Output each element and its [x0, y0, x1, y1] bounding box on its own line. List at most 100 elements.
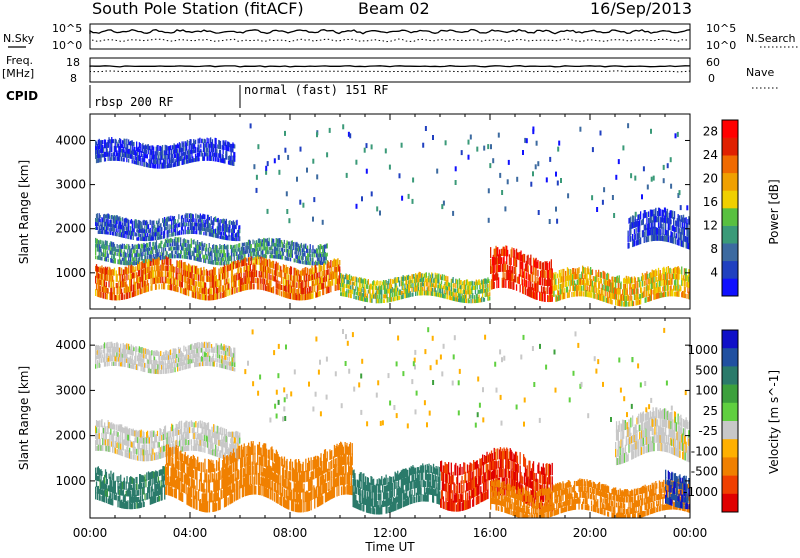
- range-time-cell: [371, 144, 373, 149]
- range-time-cell: [268, 250, 269, 254]
- range-time-cell: [139, 262, 140, 270]
- range-time-cell: [130, 292, 131, 298]
- range-time-cell: [591, 293, 592, 298]
- range-time-cell: [629, 300, 630, 306]
- range-time-cell: [168, 224, 169, 229]
- range-time-cell: [95, 251, 96, 256]
- range-time-cell: [124, 294, 125, 299]
- range-time-cell: [236, 225, 237, 229]
- range-time-cell: [494, 264, 495, 273]
- range-time-cell: [468, 155, 470, 160]
- range-time-cell: [167, 251, 168, 255]
- range-time-cell: [243, 247, 244, 250]
- range-time-cell: [367, 294, 368, 298]
- range-time-cell: [490, 144, 492, 149]
- range-time-cell: [653, 276, 654, 282]
- range-time-cell: [650, 129, 652, 134]
- range-time-cell: [177, 280, 178, 286]
- range-time-cell: [619, 275, 620, 283]
- range-time-cell: [269, 238, 270, 243]
- range-time-cell: [674, 211, 675, 219]
- range-time-cell: [159, 284, 160, 289]
- range-time-cell: [557, 274, 558, 279]
- range-time-cell: [135, 266, 136, 271]
- range-time-cell: [422, 143, 424, 148]
- range-time-cell: [647, 185, 649, 190]
- range-time-cell: [220, 141, 221, 145]
- range-time-cell: [498, 277, 499, 288]
- range-time-cell: [236, 220, 237, 226]
- range-time-cell: [587, 287, 588, 292]
- range-time-cell: [173, 158, 174, 163]
- range-time-cell: [535, 164, 537, 169]
- range-time-cell: [654, 282, 655, 288]
- range-time-cell: [201, 231, 202, 235]
- range-time-cell: [555, 272, 556, 279]
- range-time-cell: [441, 280, 442, 284]
- range-time-cell: [155, 164, 156, 169]
- range-time-cell: [500, 263, 501, 272]
- range-time-cell: [540, 261, 541, 269]
- range-time-cell: [231, 257, 232, 261]
- range-time-cell: [267, 260, 268, 267]
- range-time-cell: [532, 171, 534, 176]
- range-time-cell: [161, 236, 162, 239]
- range-time-cell: [522, 279, 523, 285]
- range-time-cell: [549, 157, 551, 162]
- range-time-cell: [365, 279, 366, 284]
- range-time-cell: [181, 288, 182, 294]
- range-time-cell: [200, 294, 201, 300]
- y-tick-label: 2000: [55, 222, 86, 236]
- range-time-cell: [239, 262, 240, 267]
- range-time-cell: [232, 269, 233, 276]
- range-time-cell: [656, 271, 657, 277]
- range-time-cell: [264, 279, 265, 285]
- range-time-cell: [470, 295, 471, 299]
- range-time-cell: [211, 216, 212, 221]
- range-time-cell: [239, 243, 240, 247]
- range-time-cell: [235, 248, 236, 252]
- range-time-cell: [258, 251, 259, 256]
- range-time-cell: [156, 284, 157, 289]
- range-time-cell: [231, 152, 232, 157]
- range-time-cell: [637, 288, 638, 293]
- range-time-cell: [490, 259, 491, 266]
- range-time-cell: [278, 155, 280, 160]
- range-time-cell: [530, 182, 532, 187]
- range-time-cell: [678, 215, 680, 220]
- range-time-cell: [206, 247, 207, 251]
- range-time-cell: [373, 290, 374, 294]
- range-time-cell: [165, 164, 166, 169]
- range-time-cell: [102, 140, 103, 144]
- range-time-cell: [461, 150, 463, 155]
- range-time-cell: [252, 240, 253, 245]
- range-time-cell: [634, 229, 635, 234]
- range-time-cell: [111, 220, 112, 223]
- range-time-cell: [187, 256, 188, 260]
- range-time-cell: [142, 287, 143, 294]
- range-time-cell: [132, 253, 133, 257]
- range-time-cell: [175, 228, 176, 232]
- range-time-cell: [287, 267, 288, 274]
- range-time-cell: [257, 256, 258, 264]
- range-time-cell: [641, 194, 643, 199]
- range-time-cell: [395, 297, 396, 301]
- range-time-cell: [134, 249, 135, 253]
- range-time-cell: [224, 250, 225, 253]
- range-time-cell: [117, 274, 118, 282]
- range-time-cell: [399, 281, 400, 287]
- range-time-cell: [651, 289, 652, 295]
- range-time-cell: [639, 220, 640, 226]
- range-time-cell: [327, 243, 328, 248]
- freq-label: Freq.: [6, 54, 33, 67]
- range-time-cell: [148, 283, 149, 292]
- range-time-cell: [135, 289, 136, 296]
- range-time-cell: [445, 140, 447, 145]
- range-time-cell: [284, 240, 285, 244]
- range-time-cell: [601, 279, 602, 284]
- range-time-cell: [568, 269, 569, 275]
- range-time-cell: [178, 214, 179, 219]
- range-time-cell: [145, 252, 146, 256]
- range-time-cell: [144, 162, 145, 167]
